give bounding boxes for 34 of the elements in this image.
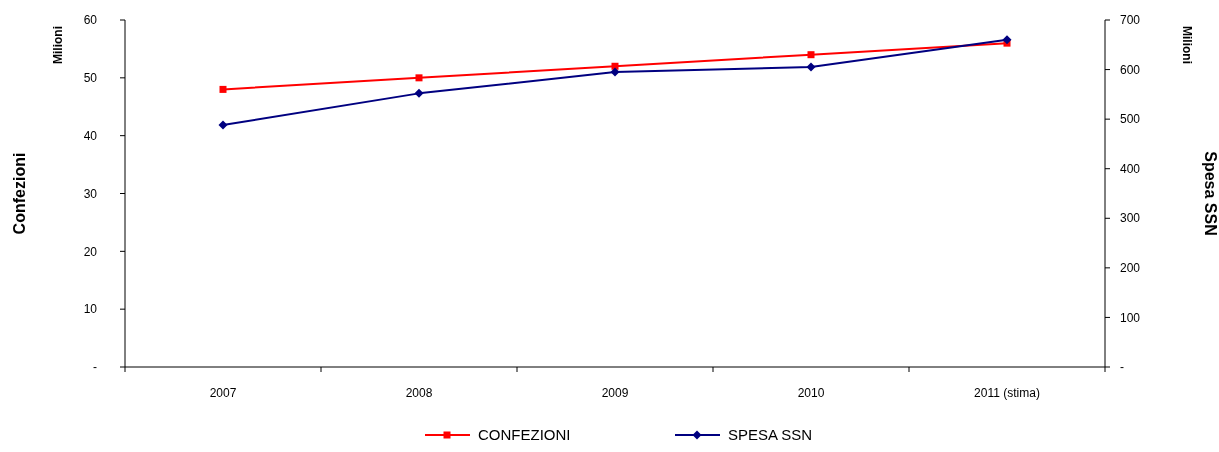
- point: [218, 120, 228, 130]
- y2-tick-label: 300: [1120, 211, 1141, 226]
- point: [806, 62, 816, 72]
- legend-label: SPESA SSN: [728, 426, 813, 443]
- y-tick-label: 30: [83, 186, 98, 201]
- x-tick-label: 2011 (stima): [974, 386, 1040, 400]
- x-tick-label: 2008: [405, 386, 433, 400]
- point: [610, 67, 620, 77]
- point: [219, 85, 227, 93]
- x-tick-label: 2007: [209, 386, 237, 400]
- point: [1002, 35, 1012, 45]
- point: [414, 88, 424, 98]
- text: Milioni: [51, 26, 65, 64]
- x-tick-label: 2010: [797, 386, 825, 400]
- y2-tick-label: 100: [1120, 310, 1141, 325]
- y2-tick-label: -: [1120, 360, 1124, 375]
- y-tick-label: 10: [83, 302, 98, 317]
- y2-tick-label: 200: [1120, 261, 1141, 276]
- y-tick-label: 20: [83, 244, 98, 259]
- y-tick-label: 50: [83, 71, 98, 86]
- y2-tick-label: 400: [1120, 161, 1141, 176]
- y2-tick-label: 700: [1120, 13, 1141, 28]
- y-tick-label: 40: [83, 128, 98, 143]
- y2-tick-label: 600: [1120, 62, 1141, 77]
- y-tick-label: 60: [83, 13, 98, 28]
- text: Milioni: [1180, 26, 1194, 64]
- legend-label: CONFEZIONI: [478, 426, 571, 443]
- y2-axis-title: Spesa SSN: [1202, 151, 1219, 236]
- y-tick-label: -: [93, 360, 97, 375]
- x-tick-label: 2009: [601, 386, 629, 400]
- point: [807, 51, 815, 59]
- y-axis-title: Confezioni: [11, 152, 28, 235]
- y2-tick-label: 500: [1120, 112, 1141, 127]
- point: [415, 74, 423, 82]
